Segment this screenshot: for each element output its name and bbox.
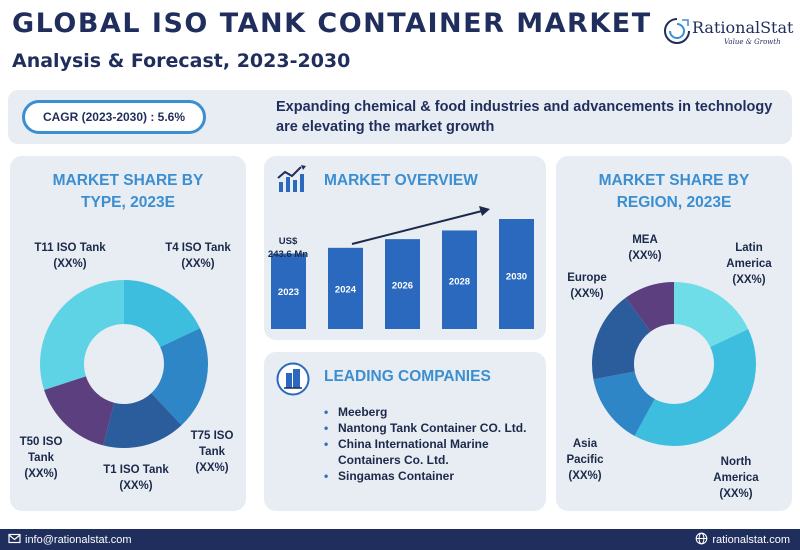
region-label-apac-value: (XX%) (568, 470, 602, 482)
globe-icon (695, 532, 708, 545)
bar-2030 (499, 219, 534, 329)
company-item-singamas: Singamas Container (324, 468, 539, 484)
donut-slice-t50-iso-tank (44, 376, 115, 446)
region-label-latam: Latin America (XX%) (714, 240, 784, 288)
type-label-t4: T4 ISO Tank (XX%) (150, 240, 246, 272)
leading-companies-heading: LEADING COMPANIES (324, 368, 491, 385)
logo-mark-icon (664, 18, 690, 44)
bar-label-2030: 2030 (506, 272, 527, 283)
donut-slice-t1-iso-tank (103, 393, 182, 448)
region-label-apac: Asia Pacific (XX%) (558, 436, 612, 484)
type-label-t1-value: (XX%) (119, 480, 153, 492)
overview-value-label: US$ 243.6 Mn (266, 235, 310, 261)
region-share-donut-chart (592, 282, 756, 446)
type-share-card: MARKET SHARE BY TYPE, 2023E T11 ISO Tank… (10, 156, 246, 511)
footer-website-link[interactable]: rationalstat.com (695, 532, 790, 546)
region-label-na-value: (XX%) (719, 488, 753, 500)
overview-value-currency: US$ (278, 236, 298, 247)
type-label-t75: T75 ISO Tank (XX%) (182, 428, 242, 476)
bar-label-2028: 2028 (449, 277, 470, 288)
region-label-europe-value: (XX%) (570, 288, 604, 300)
region-label-na: North America (XX%) (704, 454, 768, 502)
banner-text: Expanding chemical & food industries and… (276, 99, 773, 135)
bar-2028 (442, 230, 477, 329)
donut-slice-mea (625, 282, 674, 332)
region-label-mea-name: MEA (632, 234, 658, 246)
type-label-t11-name: T11 ISO Tank (34, 242, 106, 254)
type-label-t4-value: (XX%) (181, 258, 215, 270)
page-subtitle: Analysis & Forecast, 2023-2030 (12, 50, 351, 72)
bar-label-2024: 2024 (335, 284, 357, 295)
bar-2023 (271, 253, 306, 329)
region-label-na-name: North (720, 456, 752, 468)
companies-list: Meeberg Nantong Tank Container CO. Ltd. … (324, 404, 539, 484)
market-overview-bar-chart: 2023 2024 2026 2028 2030 (271, 206, 534, 329)
type-label-t50-name: T50 ISO (19, 436, 63, 448)
donut-slice-t4-iso-tank (124, 280, 201, 347)
type-label-t50-value: (XX%) (24, 468, 58, 480)
region-share-heading: MARKET SHARE BY REGION, 2023E (598, 172, 750, 211)
donut-slice-europe (592, 297, 651, 380)
building-icon (276, 362, 310, 396)
bar-label-2023: 2023 (278, 287, 299, 298)
region-label-latam-value: (XX%) (732, 274, 766, 286)
growth-chart-icon (277, 165, 306, 192)
region-label-europe-name: Europe (567, 272, 607, 284)
rationalstat-logo[interactable]: RationalStat Value & Growth (662, 16, 794, 52)
market-overview-card: MARKET OVERVIEW 2023 2024 2026 2028 2030 US$… (264, 156, 546, 340)
trend-arrow-line (351, 210, 483, 245)
market-overview-heading: MARKET OVERVIEW (324, 172, 478, 189)
logo-name: RationalStat (692, 18, 794, 37)
bar-2026 (385, 239, 420, 329)
mail-icon (8, 533, 21, 544)
type-label-t4-name: T4 ISO Tank (165, 242, 231, 254)
region-label-europe: Europe (XX%) (560, 270, 614, 302)
page-title: GLOBAL ISO TANK CONTAINER MARKET (12, 8, 652, 39)
type-label-t1: T1 ISO Tank (XX%) (88, 462, 184, 494)
company-item-nantong: Nantong Tank Container CO. Ltd. (324, 420, 539, 436)
footer-bar: info@rationalstat.com rationalstat.com (0, 529, 800, 550)
type-label-t1-name: T1 ISO Tank (103, 464, 169, 476)
type-label-t75-name: T75 ISO (190, 430, 234, 442)
donut-slice-north-america (634, 329, 756, 446)
donut-slice-latin-america (674, 282, 749, 347)
footer-email-text: info@rationalstat.com (25, 534, 132, 546)
bar-label-2026: 2026 (392, 281, 413, 292)
region-label-mea: MEA (XX%) (618, 232, 672, 264)
region-label-mea-value: (XX%) (628, 250, 662, 262)
summary-banner: CAGR (2023-2030) : 5.6% Expanding chemic… (8, 90, 792, 144)
region-label-apac-name-2: Pacific (566, 454, 604, 466)
cagr-badge: CAGR (2023-2030) : 5.6% (22, 100, 206, 134)
donut-slice-t11-iso-tank (39, 280, 124, 390)
type-label-t75-value: (XX%) (195, 462, 229, 474)
footer-email-link[interactable]: info@rationalstat.com (8, 532, 132, 546)
region-label-latam-name-2: America (726, 258, 772, 270)
leading-companies-card: LEADING COMPANIES Meeberg Nantong Tank C… (264, 352, 546, 511)
type-share-donut-chart (39, 280, 209, 448)
footer-website-text: rationalstat.com (712, 534, 790, 546)
overview-value-amount: 243.6 Mn (267, 249, 309, 260)
type-label-t50: T50 ISO Tank (XX%) (10, 434, 72, 482)
region-label-na-name-2: America (713, 472, 759, 484)
region-label-apac-name: Asia (572, 438, 598, 450)
type-label-t11: T11 ISO Tank (XX%) (20, 240, 120, 272)
region-label-latam-name: Latin (735, 242, 763, 254)
company-item-meeberg: Meeberg (324, 404, 539, 420)
type-label-t11-value: (XX%) (53, 258, 87, 270)
region-share-card: MARKET SHARE BY REGION, 2023E MEA (XX%) … (556, 156, 792, 511)
trend-arrow-head (479, 206, 490, 216)
donut-slice-asia-pacific (593, 371, 655, 436)
logo-tagline: Value & Growth (724, 38, 781, 46)
company-item-cimc: China International Marine Containers Co… (324, 436, 539, 468)
donut-slice-t75-iso-tank (151, 328, 209, 426)
type-label-t50-name-2: Tank (28, 452, 54, 464)
type-label-t75-name-2: Tank (199, 446, 225, 458)
type-share-heading: MARKET SHARE BY TYPE, 2023E (52, 172, 204, 211)
bar-2024 (328, 247, 363, 329)
